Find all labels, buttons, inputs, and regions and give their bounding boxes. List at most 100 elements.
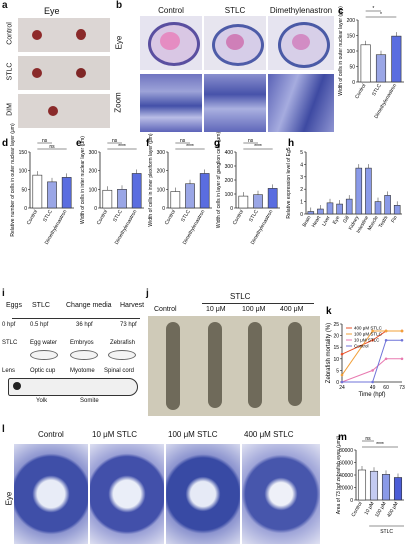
e-xtick-label-2: Dimethylenastron: [114, 209, 139, 246]
k-point-1-3: [400, 329, 404, 333]
d-xtick-label-0: Control: [26, 209, 39, 226]
d-xtick-label-2: Dimethylenastron: [44, 209, 69, 246]
row-label-stlc: STLC: [6, 62, 14, 81]
petri-dish-1: [30, 350, 58, 360]
m-ytick-label-2: 40000: [339, 473, 353, 479]
d-ylabel: Relative number of cells in outer nuclea…: [10, 123, 16, 237]
g-ytick-label-3: 300: [225, 164, 234, 170]
m-ytick-label-0: 0: [350, 498, 353, 504]
k-xtick-label-1: 49: [370, 385, 376, 391]
histology-eye-dim: [268, 16, 334, 70]
row-label-zoom: Zoom: [113, 92, 123, 113]
g-ytick-label-1: 100: [225, 192, 234, 198]
c-xtick-label-2: Dimethylenastron: [373, 83, 398, 120]
l-col-100: 100 μM STLC: [168, 430, 218, 439]
label-somite: Somite: [80, 398, 99, 404]
k-point-3-3: [400, 338, 404, 342]
step-harvest: Harvest: [120, 302, 145, 309]
panel-letter-m: m: [338, 432, 347, 443]
k-xtick-label-2: 60: [383, 385, 389, 391]
l-col-10: 10 μM STLC: [92, 430, 138, 439]
c-xtick-label-0: Control: [354, 83, 367, 100]
histology-eye-stlc: [204, 16, 266, 70]
zebrafish-diagram: [8, 378, 138, 396]
m-bar-3: [393, 477, 403, 501]
m-ytick-label-3: 60000: [339, 461, 353, 467]
m-ytick-label-1: 20000: [339, 486, 353, 492]
g-xtick-label-0: Control: [232, 209, 245, 226]
panel-a: a Eye Control STLC DIM: [0, 0, 112, 136]
h-bar-1: [317, 208, 324, 215]
h-ytick-label-4: 4: [300, 162, 303, 168]
k-ylabel: Zebrafish mortality (%): [326, 323, 332, 383]
g-sig-label-0: ****: [254, 144, 262, 150]
eye-histology-control: [14, 444, 88, 544]
k-point-1-2: [384, 329, 388, 333]
eye-photo-control: [18, 18, 110, 52]
h-xtick-label-2: Liver: [321, 215, 332, 228]
row-label-dim: DIM: [6, 103, 14, 116]
d-bar-1: [47, 181, 57, 209]
k-point-2-1: [371, 369, 374, 372]
h-xtick-label-6: Intestine: [355, 215, 370, 235]
m-xtick-label-3: 400 μM: [386, 501, 400, 519]
time-0: 0 hpf: [2, 322, 16, 328]
label-yolk: Yolk: [36, 398, 48, 404]
dish-egg-water: Egg water: [30, 340, 58, 346]
row-label-eye: Eye: [114, 35, 124, 50]
histology-eye-control: [140, 16, 202, 70]
d-sig-label-0: ns: [49, 144, 55, 150]
c-ylabel: Width of cells in outer nuclear layer (μ…: [338, 6, 344, 96]
label-myotome: Myotome: [70, 368, 95, 374]
h-bar-0: [307, 211, 315, 215]
c-bar-2: [391, 35, 402, 83]
k-ytick-label-5: 25: [333, 322, 339, 328]
col-label-dim: Dimethylenastron: [269, 6, 333, 15]
k-point-1-0: [340, 373, 344, 377]
h-xtick-label-1: Heart: [311, 214, 323, 228]
c-ytick-label-4: 200: [347, 18, 356, 24]
petri-dish-2: [70, 350, 98, 360]
l-col-400: 400 μM STLC: [244, 430, 294, 439]
c-bar-0: [360, 44, 371, 83]
panel-letter-l: l: [2, 424, 5, 435]
k-xtick-label-3: 73: [399, 385, 405, 391]
k-ytick-label-1: 5: [336, 368, 339, 374]
d-bar-0: [32, 174, 43, 209]
l-col-control: Control: [38, 430, 64, 439]
panel-j: j STLC Control 10 μM 100 μM 400 μM: [144, 288, 322, 418]
h-xtick-label-8: Testis: [378, 215, 390, 230]
e-ytick-label-1: 100: [89, 187, 98, 193]
c-sig-label-1: *: [372, 6, 374, 12]
panel-letter-g: g: [214, 138, 220, 149]
dish-embryos: Embryos: [70, 340, 94, 346]
e-xtick-label-0: Control: [96, 209, 109, 226]
c-bar-1: [375, 54, 387, 83]
time-73: 73 hpf: [120, 322, 137, 328]
d-ytick-label-1: 50: [21, 187, 27, 193]
m-sig-label-1: ns: [365, 436, 371, 442]
k-legend-label-1: 100 μM STLC: [354, 332, 383, 337]
k-point-0-2: [384, 329, 388, 333]
e-ytick-label-2: 200: [89, 169, 98, 175]
k-point-3-2: [384, 338, 388, 342]
e-xtick-label-1: STLC: [112, 209, 124, 223]
m-xtick-label-1: 10 μM: [364, 501, 376, 516]
g-bar-0: [238, 195, 249, 209]
h-ytick-label-5: 5: [300, 150, 303, 156]
g-xtick-label-2: Dimethylenastron: [250, 209, 275, 246]
k-legend-label-0: 400 μM STLC: [354, 326, 383, 331]
h-bar-3: [336, 203, 343, 215]
k-ytick-label-3: 15: [333, 345, 339, 351]
e-sig-label-1: ns: [112, 138, 118, 144]
eye-photo-stlc: [18, 56, 110, 90]
k-point-2-2: [384, 357, 388, 361]
panel-letter-b: b: [116, 0, 123, 11]
k-point-0-3: [400, 329, 404, 333]
j-group-line: [202, 303, 314, 304]
k-ytick-label-0: 0: [336, 380, 339, 386]
c-xtick-label-1: STLC: [371, 83, 383, 97]
histology-zoom-stlc: [204, 74, 266, 132]
panel-letter-f: f: [146, 138, 150, 149]
e-bar-2: [131, 173, 142, 209]
